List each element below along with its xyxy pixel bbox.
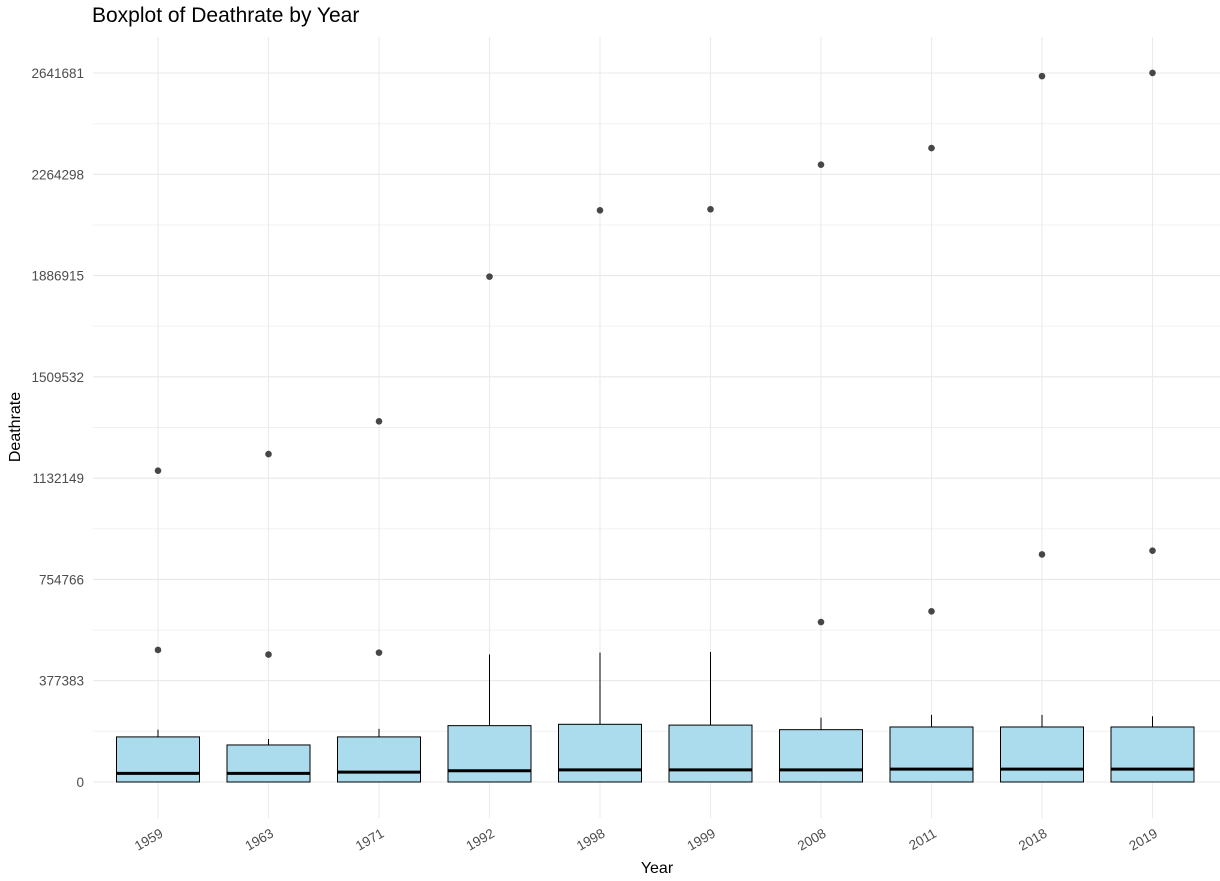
box-1999 [668,724,753,783]
outlier-point [928,144,935,152]
x-axis-title: Year [641,860,674,877]
box-2018 [1000,726,1084,783]
box-1998 [558,723,642,783]
y-tick-label: 0 [76,775,84,790]
x-tick-label: 1963 [242,826,276,854]
outlier-point [1149,69,1156,77]
chart-title: Boxplot of Deathrate by Year [92,4,360,27]
box-2011 [889,726,974,783]
outlier-point [817,618,825,626]
box-2008 [779,729,863,783]
outlier-point [375,649,383,656]
y-tick-label: 1509532 [31,370,84,385]
outlier-point [265,651,272,658]
box-1992 [447,725,532,783]
x-tick-label: 1998 [574,826,608,854]
y-tick-label: 754766 [39,572,84,587]
x-tick-label: 1959 [132,826,166,854]
x-tick-label: 1971 [353,826,387,854]
x-tick-label: 2019 [1126,826,1160,854]
y-tick-label: 2641681 [31,66,84,81]
outlier-point [707,205,714,213]
y-tick-label: 1132149 [32,471,84,486]
outlier-point [154,467,162,474]
x-tick-label: 2008 [795,826,829,854]
outlier-point [928,608,935,615]
y-tick-label: 2264298 [31,167,84,182]
outlier-point [154,646,162,654]
x-tick-label: 1992 [463,826,497,854]
x-tick-label: 1999 [684,826,718,854]
box-1959 [116,736,200,783]
y-axis-title: Deathrate [7,392,24,462]
outlier-point [817,161,825,169]
y-tick-label: 1886915 [31,269,84,284]
box-1971 [337,736,421,783]
box-2019 [1110,726,1195,783]
box-1963 [226,744,311,783]
outlier-point [596,207,604,214]
outlier-point [1038,551,1046,558]
y-tick-label: 377383 [39,674,84,689]
x-tick-label: 2011 [906,826,939,854]
outlier-point [1038,72,1046,80]
x-tick-label: 2018 [1016,826,1050,854]
outlier-point [265,450,272,458]
outlier-point [486,273,493,280]
outlier-point [1149,547,1156,554]
outlier-point [375,417,383,425]
